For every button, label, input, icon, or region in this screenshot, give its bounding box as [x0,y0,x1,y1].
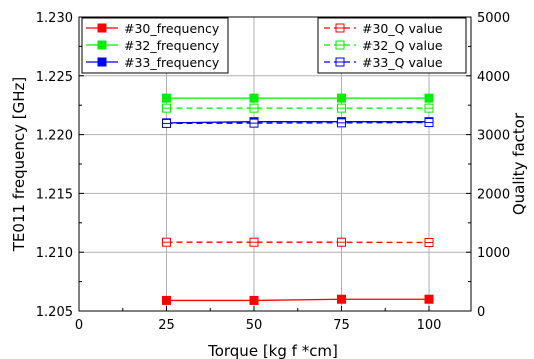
legend-marker [97,40,107,50]
legend-label: #32_Q value [362,38,443,53]
y2-tick-label: 1000 [477,246,510,261]
legend-item: #30_Q value [324,21,443,36]
legend-label: #30_Q value [362,21,443,36]
series-3 [162,237,434,247]
data-point [162,118,171,128]
data-point [337,118,346,128]
y2-tick-label: 4000 [477,70,510,85]
data-point [337,93,346,103]
data-point [162,295,171,305]
x-axis-title: Torque [kg f *cm] [207,342,338,359]
legend-right: #30_Q value #32_Q value #33_Q value [317,17,467,74]
y-tick-label: 1.225 [36,70,73,85]
data-point [337,237,346,247]
legend-label: #33_frequency [124,55,220,70]
y-tick-label: 1.210 [36,246,73,261]
data-point [424,294,434,304]
x-tick-label: 75 [333,318,350,333]
legend-label: #33_Q value [362,55,443,70]
y2-tick-label: 3000 [477,129,510,144]
data-point [249,118,259,128]
legend-label: #32_frequency [124,38,220,53]
series-5 [162,118,434,128]
y-tick-label: 1.215 [36,187,73,202]
data-point [249,295,259,305]
data-point [424,118,434,128]
legend-label: #30_frequency [124,21,220,36]
data-point [424,237,434,247]
y2-axis-title: Quality factor [510,112,528,215]
x-tick-label: 0 [75,318,83,333]
x-tick-label: 100 [417,318,442,333]
y-tick-label: 1.230 [36,11,73,26]
series-line [166,121,430,125]
data-point [424,103,434,113]
legend-item: #32_frequency [86,38,220,53]
series-1 [162,93,434,103]
series-line [166,298,429,302]
series-layer [162,93,434,305]
data-point [337,294,346,304]
data-point [162,237,171,247]
data-point [249,103,259,113]
series-line [166,121,429,124]
legend-marker [335,23,345,33]
y2-tick-label: 2000 [477,187,510,202]
data-point [249,93,259,103]
data-point [162,103,171,113]
y2-tick-label: 0 [477,305,485,320]
data-point [249,237,259,247]
data-point [424,93,434,103]
legend-left: #30_frequency #32_frequency #33_frequency [81,17,229,74]
ticks: 0 25 50 75 100 1.205 1.210 1.215 1.220 1.225 1.230… [36,11,510,333]
series-4 [162,103,434,113]
y-tick-label: 1.220 [36,129,73,144]
x-tick-label: 50 [246,318,263,333]
legend-item: #32_Q value [324,38,443,53]
legend-marker [97,57,107,67]
legend-item: #33_Q value [324,55,443,70]
legend-item: #30_frequency [86,21,220,36]
legend-marker [335,57,345,67]
legend-left-items: #30_frequency #32_frequency #33_frequency [86,21,220,70]
legend-right-items: #30_Q value #32_Q value #33_Q value [324,21,443,70]
series-0 [162,294,434,305]
legend-marker [335,40,345,50]
y-tick-label: 1.205 [36,305,73,320]
legend-marker [97,23,107,33]
data-point [162,93,171,103]
data-point [337,103,346,113]
y2-tick-label: 5000 [477,11,510,26]
legend-item: #33_frequency [86,55,220,70]
x-tick-label: 25 [158,318,175,333]
y-axis-title: TE011 frequency [GHz] [10,77,28,253]
